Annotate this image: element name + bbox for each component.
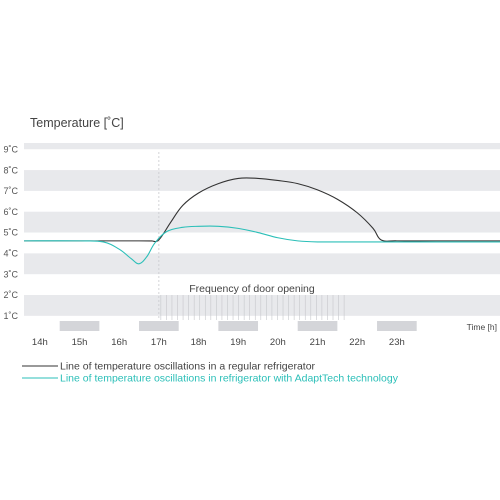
y-tick-label: 4˚C [3, 249, 18, 259]
x-axis-block [377, 321, 417, 331]
series-line-adapttech [23, 225, 500, 265]
x-tick-label: 14h [32, 337, 48, 348]
legend: Line of temperature oscillations in a re… [22, 361, 399, 385]
y-tick-label: 7˚C [3, 186, 18, 196]
series-lines [23, 177, 500, 265]
x-tick-label: 23h [389, 337, 405, 348]
chart-title: Temperature [˚C] [30, 116, 124, 130]
x-axis-block [218, 321, 259, 331]
grid-band [24, 253, 500, 275]
grid-bands [24, 143, 500, 316]
door-opening-label: Frequency of door opening [189, 283, 315, 295]
y-tick-label: 8˚C [3, 165, 18, 175]
grid-band [24, 170, 500, 191]
x-tick-label: 21h [310, 337, 326, 348]
x-tick-label: 22h [349, 337, 365, 348]
door-opening-markers [160, 295, 345, 320]
y-tick-label: 6˚C [3, 207, 18, 217]
x-axis-block [139, 321, 179, 331]
y-tick-label: 1˚C [3, 311, 18, 321]
x-axis-block [59, 321, 100, 331]
y-tick-label: 3˚C [3, 269, 18, 279]
grid-band [24, 143, 500, 150]
x-tick-label: 19h [230, 337, 246, 348]
x-tick-label: 15h [72, 337, 88, 348]
grid-band [24, 295, 500, 316]
x-axis-blocks [59, 321, 417, 331]
y-tick-label: 5˚C [3, 228, 18, 238]
x-axis-block [297, 321, 338, 331]
legend-label-adapttech: Line of temperature oscillations in refr… [60, 373, 399, 385]
y-tick-label: 9˚C [3, 144, 18, 154]
y-axis-ticks: 1˚C 2˚C 3˚C 4˚C 5˚C 6˚C 7˚C 8˚C 9˚C [3, 144, 18, 321]
x-tick-label: 20h [270, 337, 286, 348]
x-tick-label: 16h [111, 337, 127, 348]
grid-band [24, 211, 500, 233]
x-axis-ticks: 14h 15h 16h 17h 18h 19h 20h 21h 22h 23h [32, 337, 405, 348]
x-tick-label: 18h [191, 337, 207, 348]
legend-label-regular: Line of temperature oscillations in a re… [60, 361, 316, 373]
series-line-regular [24, 177, 500, 243]
x-axis-label: Time [h] [467, 322, 497, 332]
x-tick-label: 17h [151, 337, 167, 348]
y-tick-label: 2˚C [3, 290, 18, 300]
